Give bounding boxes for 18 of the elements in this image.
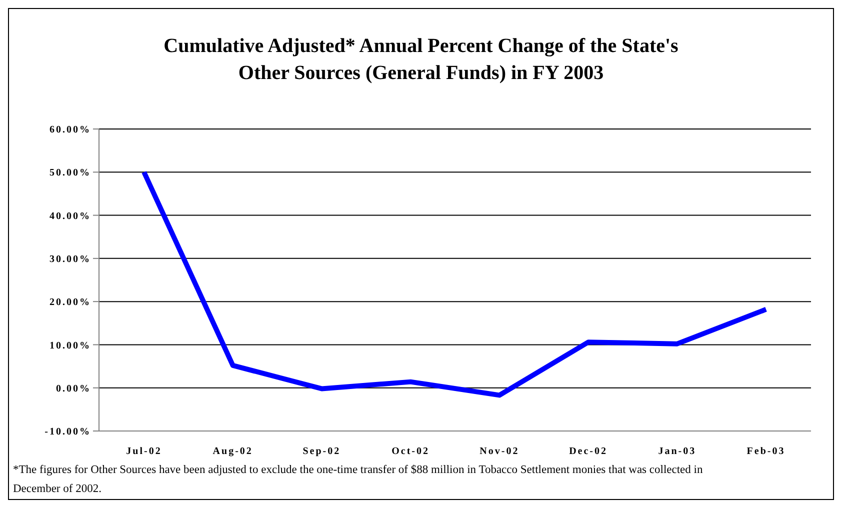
x-tick-label: Feb-03	[746, 446, 786, 458]
y-tick-label: 40.00%	[50, 210, 91, 222]
y-tick-label: -10.00%	[44, 426, 91, 438]
x-tick-label: Dec-02	[569, 446, 608, 458]
y-tick-label: 0.00%	[56, 383, 91, 394]
y-tick-label: 50.00%	[50, 168, 91, 179]
y-tick-label: 10.00%	[50, 340, 91, 352]
text: *The figures for Other Sources have been adjusted to exclude the one-time transfer of $88 million in Tobacco Settlement monies that was collected in December of 2002.	[13, 463, 704, 497]
chart-title: Cumulative Adjusted* Annual Percent Change of the State's Other Sources (General Funds) in FY 2003	[162, 34, 680, 86]
x-tick-label: Oct-02	[392, 446, 430, 458]
x-tick-label: Nov-02	[480, 446, 520, 458]
x-tick-label: Sep-02	[302, 446, 341, 458]
y-tick-label: 30.00%	[50, 254, 91, 265]
y-tick-label: 20.00%	[50, 297, 91, 308]
x-tick-label: Jul-02	[126, 446, 162, 458]
x-tick-label: Jan-03	[658, 446, 696, 458]
y-tick-label: 60.00%	[50, 124, 91, 136]
x-tick-label: Aug-02	[212, 446, 253, 458]
